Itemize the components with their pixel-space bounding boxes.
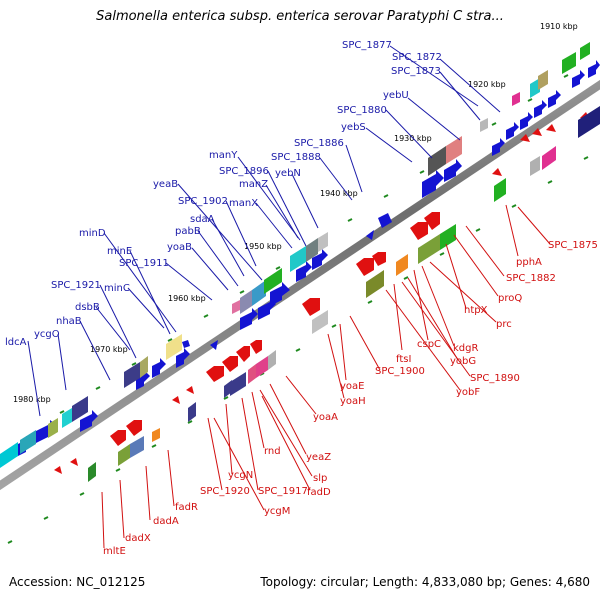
minus-ticks bbox=[7, 156, 589, 544]
gene-label[interactable]: dadA bbox=[153, 516, 179, 527]
gene-label[interactable]: SPC_1896 bbox=[219, 166, 269, 177]
gene-label[interactable]: ldcA bbox=[5, 337, 27, 348]
gene-label[interactable]: cspC bbox=[417, 339, 441, 350]
scale-label: 1960 kbp bbox=[168, 294, 206, 303]
gene-label[interactable]: minC bbox=[104, 283, 130, 294]
gene-label[interactable]: nhaB bbox=[56, 316, 82, 327]
scale-labels: 1910 kbp 1920 kbp 1930 kbp 1940 kbp 1950… bbox=[13, 22, 578, 404]
gene-label[interactable]: yoaB bbox=[167, 242, 192, 253]
gene-label[interactable]: pabB bbox=[175, 226, 201, 237]
gene-label[interactable]: yobF bbox=[456, 387, 480, 398]
gene-label[interactable]: minD bbox=[79, 228, 106, 239]
scale-label: 1970 kbp bbox=[90, 345, 128, 354]
scale-label: 1920 kbp bbox=[468, 80, 506, 89]
gene-label[interactable]: SPC_1890 bbox=[470, 373, 520, 384]
gene-label[interactable]: SPC_1911 bbox=[119, 258, 169, 269]
gene-label[interactable]: yebN bbox=[275, 168, 301, 179]
gene-label[interactable]: manZ bbox=[239, 179, 268, 190]
gene-label[interactable]: yeaZ bbox=[306, 452, 331, 463]
gene-label[interactable]: yebS bbox=[341, 122, 366, 133]
scale-label: 1940 kbp bbox=[320, 189, 358, 198]
gene-label[interactable]: ycgN bbox=[228, 470, 253, 481]
scale-label: 1980 kbp bbox=[13, 395, 51, 404]
gene-label[interactable]: minE bbox=[107, 246, 132, 257]
gene-label[interactable]: slp bbox=[313, 473, 327, 484]
gene-label[interactable]: dadX bbox=[125, 533, 151, 544]
gene-label[interactable]: SPC_1921 bbox=[51, 280, 101, 291]
gene-label[interactable]: SPC_1900 bbox=[375, 366, 425, 377]
gene-label[interactable]: SPC_1902 bbox=[178, 196, 228, 207]
gene-label[interactable]: SPC_1875 bbox=[548, 240, 598, 251]
map-title: Salmonella enterica subsp. enterica sero… bbox=[96, 9, 504, 24]
gene-label[interactable]: manX bbox=[229, 198, 258, 209]
gene-label[interactable]: SPC_1917 bbox=[258, 486, 308, 497]
gene-label[interactable]: fadD bbox=[307, 487, 331, 498]
gene-label[interactable]: SPC_1873 bbox=[391, 66, 441, 77]
minus-gene-labels: pphA SPC_1875 SPC_1882 proQ htpX prc kdg… bbox=[103, 240, 598, 557]
gene-label[interactable]: SPC_1880 bbox=[337, 105, 387, 116]
minus-strand-blocks bbox=[88, 106, 600, 482]
gene-label[interactable]: mltE bbox=[103, 546, 126, 557]
plus-label-leaders bbox=[27, 45, 501, 417]
minus-label-leaders bbox=[101, 204, 551, 549]
gene-label[interactable]: dsbB bbox=[75, 302, 100, 313]
gene-label[interactable]: SPC_1888 bbox=[271, 152, 321, 163]
gene-label[interactable]: SPC_1886 bbox=[294, 138, 344, 149]
gene-label[interactable]: fadR bbox=[175, 502, 198, 513]
gene-label[interactable]: SPC_1882 bbox=[506, 273, 556, 284]
plus-gene-labels: SPC_1877 SPC_1872 SPC_1873 yebU SPC_1880… bbox=[5, 40, 442, 348]
scale-label: 1910 kbp bbox=[540, 22, 578, 31]
gene-label[interactable]: yebU bbox=[383, 90, 409, 101]
accession-text: Accession: NC_012125 bbox=[9, 575, 146, 589]
gene-label[interactable]: rnd bbox=[264, 446, 281, 457]
gene-label[interactable]: ycgO bbox=[34, 329, 60, 340]
scale-label: 1950 kbp bbox=[244, 242, 282, 251]
gene-label[interactable]: pphA bbox=[516, 257, 542, 268]
genome-backbone bbox=[0, 79, 600, 491]
gene-label[interactable]: yoaH bbox=[340, 396, 366, 407]
gene-label[interactable]: ftsI bbox=[396, 354, 411, 365]
gene-label[interactable]: ycgM bbox=[264, 506, 290, 517]
gene-label[interactable]: sdaA bbox=[190, 214, 215, 225]
gene-label[interactable]: htpX bbox=[464, 305, 488, 316]
genome-summary-text: Topology: circular; Length: 4,833,080 bp… bbox=[260, 575, 590, 589]
gene-label[interactable]: yoaA bbox=[313, 412, 338, 423]
gene-label[interactable]: prc bbox=[496, 319, 512, 330]
gene-label[interactable]: SPC_1877 bbox=[342, 40, 392, 51]
gene-label[interactable]: proQ bbox=[498, 293, 522, 304]
gene-label[interactable]: kdgR bbox=[453, 343, 478, 354]
gene-label[interactable]: yoaE bbox=[340, 381, 364, 392]
gene-label[interactable]: SPC_1920 bbox=[200, 486, 250, 497]
plus-strand-blocks bbox=[0, 42, 590, 468]
gene-label[interactable]: yeaB bbox=[153, 179, 178, 190]
gene-label[interactable]: yobG bbox=[450, 356, 476, 367]
gene-label[interactable]: SPC_1872 bbox=[392, 52, 442, 63]
gene-label[interactable]: manY bbox=[209, 150, 238, 161]
